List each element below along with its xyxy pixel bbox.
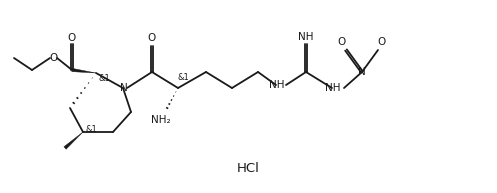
Text: &1: &1 xyxy=(98,74,110,84)
Text: &1: &1 xyxy=(177,74,189,82)
Text: NH: NH xyxy=(325,83,341,93)
Text: O: O xyxy=(49,53,57,63)
Text: N: N xyxy=(120,83,128,93)
Polygon shape xyxy=(72,68,96,73)
Polygon shape xyxy=(64,132,83,149)
Text: O: O xyxy=(68,33,76,43)
Text: O: O xyxy=(378,37,386,47)
Text: HCl: HCl xyxy=(237,162,259,174)
Text: NH: NH xyxy=(269,80,285,90)
Text: O: O xyxy=(148,33,156,43)
Text: NH: NH xyxy=(298,32,314,42)
Text: &1: &1 xyxy=(85,125,97,135)
Text: O: O xyxy=(338,37,346,47)
Text: N: N xyxy=(358,67,366,77)
Text: NH₂: NH₂ xyxy=(151,115,171,125)
